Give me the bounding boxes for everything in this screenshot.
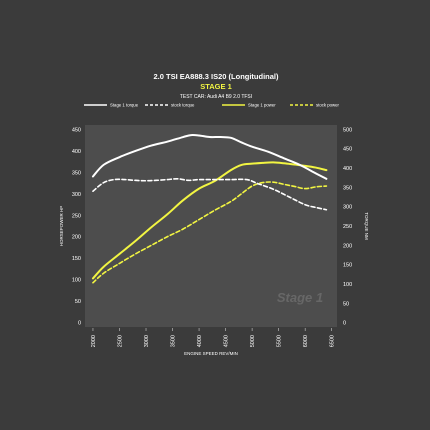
test-car-label: TEST CAR: Audi A4 B9 2.0 TFSI [180, 94, 252, 100]
y-left-tick-label-0: 0 [78, 321, 81, 327]
y-left-tick-label-1: 50 [75, 299, 81, 305]
y-right-tick-label-0: 0 [343, 321, 346, 327]
x-tick-label-9: 6500 [329, 335, 335, 347]
legend-label-0: Stage 1 torque [110, 103, 139, 108]
y-right-axis-label: TORQUE NM [364, 212, 369, 240]
legend-label-1: stock torque [171, 103, 195, 108]
y-left-axis-label: HORSEPOWER HP [59, 206, 64, 247]
y-right-tick-label-8: 400 [343, 166, 352, 172]
x-tick-label-6: 5000 [250, 335, 256, 347]
y-right-tick-label-10: 500 [343, 127, 352, 133]
y-right-tick-label-1: 50 [343, 301, 349, 307]
x-tick-label-4: 4000 [197, 335, 203, 347]
y-right-tick-label-7: 350 [343, 185, 352, 191]
y-left-tick-label-9: 450 [72, 127, 81, 133]
series-line-stage-1-power [91, 161, 328, 280]
x-tick-label-1: 2500 [117, 335, 123, 347]
x-tick-label-8: 6000 [303, 335, 309, 347]
y-left-tick-label-4: 200 [72, 235, 81, 241]
y-left-tick-label-2: 100 [72, 278, 81, 284]
y-right-tick-label-3: 150 [343, 263, 352, 269]
legend-label-3: stock power [316, 103, 339, 108]
x-tick-label-5: 4500 [223, 335, 229, 347]
watermark-text: Stage 1 [277, 290, 323, 305]
y-right-tick-label-2: 100 [343, 282, 352, 288]
x-axis-label: ENGINE SPEED REV/MIN [184, 351, 238, 356]
y-right-tick-label-5: 250 [343, 224, 352, 230]
y-right-tick-label-6: 300 [343, 205, 352, 211]
y-left-tick-label-7: 350 [72, 170, 81, 176]
x-tick-label-3: 3500 [170, 335, 176, 347]
y-left-tick-label-5: 250 [72, 213, 81, 219]
legend-label-2: Stage 1 power [248, 103, 276, 108]
series-line-stock-power [92, 181, 328, 284]
series-line-stage-1-torque [91, 134, 328, 180]
chart-title: 2.0 TSI EA888.3 IS20 (Longitudinal) [153, 72, 279, 81]
y-right-tick-label-4: 200 [343, 243, 352, 249]
y-left-tick-label-6: 300 [72, 192, 81, 198]
chart-subtitle: STAGE 1 [200, 82, 232, 91]
x-tick-label-0: 2000 [91, 335, 97, 347]
x-tick-label-7: 5500 [276, 335, 282, 347]
y-right-tick-label-9: 450 [343, 147, 352, 153]
series-line-stock-torque [92, 177, 328, 211]
plot-area [85, 125, 337, 327]
x-tick-label-2: 3000 [144, 335, 150, 347]
y-left-tick-label-3: 150 [72, 256, 81, 262]
y-left-tick-label-8: 400 [72, 149, 81, 155]
